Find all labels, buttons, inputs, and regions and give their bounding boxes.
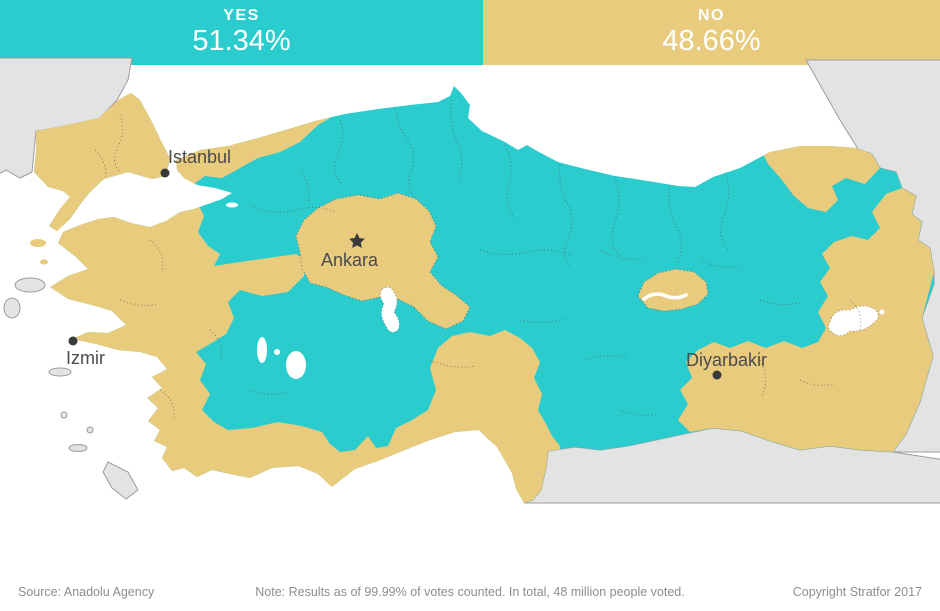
yes-banner: YES 51.34% — [0, 0, 483, 65]
no-region-elazig — [637, 268, 709, 312]
neighbor-countries — [0, 57, 940, 504]
greek-island-rhodes — [102, 461, 139, 500]
lake-small — [274, 349, 280, 355]
city-markers: Istanbul Ankara Izmir Diyarbakir — [66, 147, 767, 380]
no-region-northeast-coast — [762, 144, 880, 212]
no-banner: NO 48.66% — [483, 0, 940, 65]
copyright-notice: Copyright Stratfor 2017 — [792, 585, 922, 599]
no-value: 48.66% — [662, 25, 761, 58]
yes-value: 51.34% — [192, 25, 291, 58]
diyarbakir-dot — [712, 370, 722, 380]
lake-small — [226, 202, 238, 208]
yes-label: YES — [223, 7, 260, 25]
results-note: Note: Results as of 99.99% of votes coun… — [255, 585, 685, 599]
ankara-label: Ankara — [321, 250, 379, 270]
istanbul-label: Istanbul — [168, 147, 231, 167]
no-label: NO — [698, 7, 725, 25]
izmir-dot — [68, 336, 78, 346]
no-region-ankara — [295, 192, 471, 330]
lake-beysehir — [286, 351, 306, 379]
greek-island — [48, 367, 72, 377]
diyarbakir-label: Diyarbakir — [686, 350, 767, 370]
lake-small — [879, 309, 885, 315]
keban-reservoir — [642, 292, 688, 301]
ankara-star-icon — [349, 233, 365, 248]
lake-tuz — [379, 286, 400, 333]
footer: Source: Anadolu Agency Note: Results as … — [0, 585, 940, 603]
no-region-east-southeast — [678, 188, 934, 452]
greek-island — [60, 411, 68, 419]
izmir-label: Izmir — [66, 348, 105, 368]
lake-egirdir — [257, 337, 267, 363]
greek-island — [86, 426, 94, 434]
turkish-islands — [30, 224, 126, 265]
greek-island — [3, 297, 21, 319]
greek-island — [68, 444, 88, 452]
lake-van — [827, 305, 879, 337]
province-borders — [94, 99, 862, 419]
source-credit: Source: Anadolu Agency — [18, 585, 155, 599]
istanbul-dot — [160, 168, 170, 178]
greek-island — [14, 277, 46, 293]
